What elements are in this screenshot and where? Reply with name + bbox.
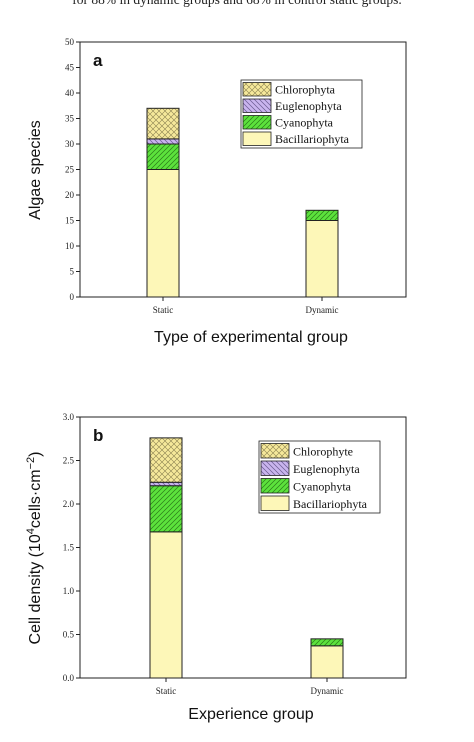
legend-label-cyanophyta: Cyanophyta xyxy=(275,116,334,130)
y-tick-label: 2.5 xyxy=(63,456,75,466)
panel-label-a: a xyxy=(93,51,103,70)
bar-segment-cyanophyta-dynamic xyxy=(305,209,339,222)
legend-swatch-chlorophyta xyxy=(242,82,272,97)
legend-b: Chlorophyte Euglenophyta Cyanophyta Bacilla… xyxy=(258,440,381,514)
legend-a: Chlorophyta Euglenophyta Cyanophyta Bacilla… xyxy=(240,79,363,149)
y-axis-title-b-part1: Cell density (10 xyxy=(27,534,44,644)
legend-label-bacillariophyta: Bacillariophyta xyxy=(275,132,350,146)
y-tick-label: 40 xyxy=(65,88,75,98)
legend-swatch-euglenophyta xyxy=(260,460,290,476)
bars-b xyxy=(149,437,344,679)
y-tick-label: 0.5 xyxy=(63,630,75,640)
x-tick-label-static: Static xyxy=(153,305,174,315)
chart-panel-a: 0 5 10 15 20 25 30 35 40 45 50 Static Dynamic a Chl… xyxy=(27,37,407,346)
y-tick-label: 30 xyxy=(65,139,75,149)
figure-caption: for 88% in dynamic groups and 68% in con… xyxy=(0,0,474,8)
bar-segment-cyanophyta-dynamic xyxy=(310,638,344,647)
x-tick-label-static: Static xyxy=(156,686,177,696)
x-axis-a: Static Dynamic xyxy=(153,297,339,315)
legend-label-bacillariophyta: Bacillariophyta xyxy=(293,497,368,511)
legend-swatch-cyanophyta xyxy=(242,115,272,130)
bar-segment-cyanophyta-static xyxy=(146,143,180,170)
y-axis-title-b-sup2: −2 xyxy=(25,457,37,470)
legend-swatch-chlorophyte xyxy=(260,443,290,459)
y-tick-label: 15 xyxy=(65,216,75,226)
bar-segment-bacillariophyta-dynamic xyxy=(305,220,339,298)
y-tick-label: 3.0 xyxy=(63,412,75,422)
y-tick-label: 0.0 xyxy=(63,673,75,683)
y-tick-label: 50 xyxy=(65,37,75,47)
legend-label-euglenophyta: Euglenophyta xyxy=(293,462,360,476)
x-axis-b: Static Dynamic xyxy=(156,678,344,696)
y-axis-title-b: Cell density (104cells·cm−2) xyxy=(25,452,44,645)
y-tick-label: 20 xyxy=(65,190,75,200)
bar-segment-chlorophyta-static xyxy=(146,107,180,140)
y-tick-label: 45 xyxy=(65,63,75,73)
y-axis-a: 0 5 10 15 20 25 30 35 40 45 50 xyxy=(65,37,80,302)
x-tick-label-dynamic: Dynamic xyxy=(306,305,339,315)
legend-swatch-bacillariophyta xyxy=(260,495,290,511)
chart-panel-b: 0.0 0.5 1.0 1.5 2.0 2.5 3.0 Static Dynamic b Ch… xyxy=(25,412,407,723)
y-axis-b: 0.0 0.5 1.0 1.5 2.0 2.5 3.0 xyxy=(63,412,80,683)
bar-segment-chlorophyte-static xyxy=(149,437,183,483)
bar-segment-cyanophyta-static xyxy=(149,485,183,533)
y-axis-title-a: Algae species xyxy=(27,120,44,220)
bars-a xyxy=(146,107,339,298)
y-tick-label: 0 xyxy=(70,292,75,302)
y-tick-label: 25 xyxy=(65,165,75,175)
bar-segment-bacillariophyta-static xyxy=(149,531,183,679)
legend-label-euglenophyta: Euglenophyta xyxy=(275,99,342,113)
legend-label-chlorophyte: Chlorophyte xyxy=(293,445,353,459)
legend-swatch-bacillariophyta xyxy=(242,131,272,146)
legend-swatch-euglenophyta xyxy=(242,98,272,113)
y-tick-label: 5 xyxy=(70,267,75,277)
bar-segment-bacillariophyta-dynamic xyxy=(310,645,344,679)
y-tick-label: 2.0 xyxy=(63,499,75,509)
y-axis-title-b-sup1: 4 xyxy=(25,528,37,534)
x-tick-label-dynamic: Dynamic xyxy=(311,686,344,696)
y-axis-title-b-part3: ) xyxy=(27,452,44,457)
legend-label-chlorophyta: Chlorophyta xyxy=(275,83,336,97)
x-axis-title-a: Type of experimental group xyxy=(154,329,348,346)
x-axis-title-b: Experience group xyxy=(188,706,314,723)
panel-label-b: b xyxy=(93,426,103,445)
bar-segment-bacillariophyta-static xyxy=(146,169,180,298)
y-tick-label: 1.5 xyxy=(63,543,75,553)
legend-swatch-cyanophyta xyxy=(260,478,290,494)
y-tick-label: 10 xyxy=(65,241,75,251)
bar-segment-euglenophyta-static xyxy=(146,138,180,145)
y-tick-label: 35 xyxy=(65,114,75,124)
y-axis-title-b-part2: cells·cm xyxy=(27,469,44,528)
y-tick-label: 1.0 xyxy=(63,586,75,596)
legend-label-cyanophyta: Cyanophyta xyxy=(293,480,352,494)
bar-segment-euglenophyta-static xyxy=(149,481,183,487)
